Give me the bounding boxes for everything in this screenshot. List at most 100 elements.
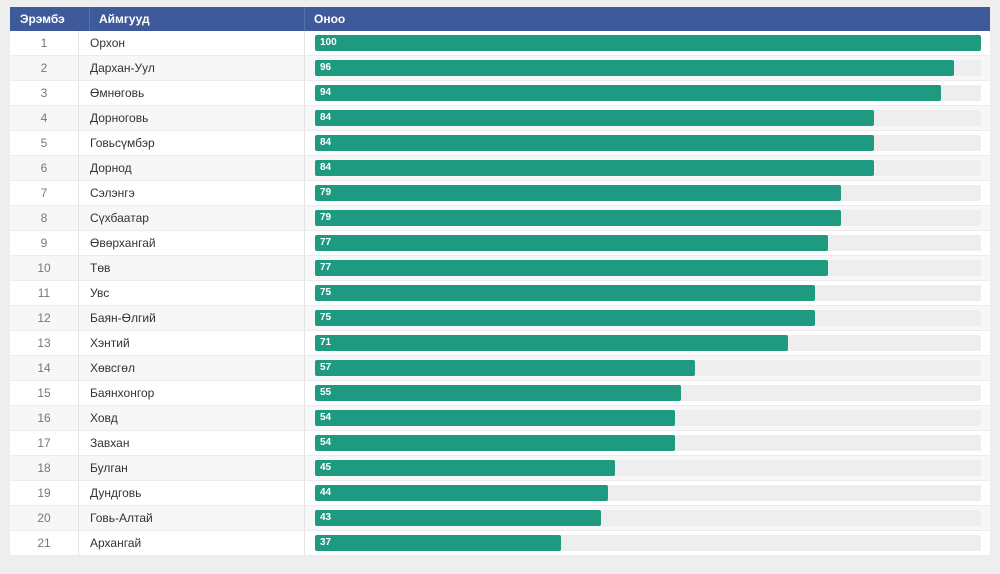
table-body: 1 Орхон 100 2 Дархан-Уул 96 3 Өмнөговь 94 4 Дорног… bbox=[10, 31, 990, 556]
score-cell: 94 bbox=[304, 81, 991, 105]
rank-cell: 5 bbox=[40, 136, 48, 150]
header-name[interactable]: Аймгууд bbox=[89, 7, 300, 31]
score-cell: 37 bbox=[304, 531, 991, 555]
score-bar-track bbox=[315, 260, 981, 276]
score-bar bbox=[315, 135, 874, 151]
score-bar-track bbox=[315, 485, 981, 501]
table-header: Эрэмбэ Аймгууд Оноо bbox=[10, 7, 990, 31]
score-bar-track bbox=[315, 110, 981, 126]
score-bar bbox=[315, 460, 615, 476]
table-row: 13 Хэнтий 71 bbox=[10, 331, 990, 356]
province-name: Говьсүмбэр bbox=[78, 131, 304, 155]
score-bar bbox=[315, 310, 815, 326]
score-value: 84 bbox=[320, 137, 332, 148]
province-name: Дорнод bbox=[78, 156, 304, 180]
province-name: Сэлэнгэ bbox=[78, 181, 304, 205]
score-value: 79 bbox=[320, 187, 332, 198]
score-cell: 100 bbox=[304, 31, 991, 55]
table-row: 19 Дундговь 44 bbox=[10, 481, 990, 506]
rank-cell: 16 bbox=[37, 411, 51, 425]
score-bar bbox=[315, 385, 681, 401]
province-name: Говь-Алтай bbox=[78, 506, 304, 530]
header-score[interactable]: Оноо bbox=[304, 7, 991, 31]
rank-cell: 8 bbox=[40, 211, 48, 225]
rank-cell: 13 bbox=[37, 336, 51, 350]
rank-cell: 7 bbox=[40, 186, 48, 200]
rank-cell: 1 bbox=[40, 36, 48, 50]
rank-cell: 21 bbox=[37, 536, 51, 550]
score-cell: 75 bbox=[304, 306, 991, 330]
table-row: 4 Дорноговь 84 bbox=[10, 106, 990, 131]
score-cell: 96 bbox=[304, 56, 991, 80]
score-cell: 43 bbox=[304, 506, 991, 530]
rank-cell: 19 bbox=[37, 486, 51, 500]
province-name: Архангай bbox=[78, 531, 304, 555]
score-bar-track bbox=[315, 335, 981, 351]
table-row: 14 Хөвсгөл 57 bbox=[10, 356, 990, 381]
score-bar bbox=[315, 185, 841, 201]
score-bar bbox=[315, 485, 608, 501]
rank-cell: 9 bbox=[40, 236, 48, 250]
score-value: 45 bbox=[320, 462, 332, 473]
header-rank[interactable]: Эрэмбэ bbox=[20, 12, 65, 26]
province-name: Өвөрхангай bbox=[78, 231, 304, 255]
score-cell: 57 bbox=[304, 356, 991, 380]
score-bar-track bbox=[315, 285, 981, 301]
province-name: Дархан-Уул bbox=[78, 56, 304, 80]
score-cell: 77 bbox=[304, 256, 991, 280]
score-bar-track bbox=[315, 510, 981, 526]
score-bar bbox=[315, 435, 675, 451]
rank-cell: 2 bbox=[40, 61, 48, 75]
score-bar bbox=[315, 360, 695, 376]
score-value: 75 bbox=[320, 287, 332, 298]
score-bar-track bbox=[315, 385, 981, 401]
province-name: Завхан bbox=[78, 431, 304, 455]
score-bar-track bbox=[315, 435, 981, 451]
score-cell: 84 bbox=[304, 106, 991, 130]
score-cell: 84 bbox=[304, 131, 991, 155]
score-bar bbox=[315, 110, 874, 126]
score-bar-track bbox=[315, 460, 981, 476]
rank-cell: 11 bbox=[37, 286, 51, 300]
rank-cell: 12 bbox=[37, 311, 51, 325]
header-name-label: Аймгууд bbox=[99, 12, 150, 26]
score-value: 44 bbox=[320, 487, 332, 498]
rank-cell: 3 bbox=[40, 86, 48, 100]
header-score-label: Оноо bbox=[314, 12, 346, 26]
score-value: 84 bbox=[320, 112, 332, 123]
score-bar bbox=[315, 335, 788, 351]
score-bar-track bbox=[315, 310, 981, 326]
rank-cell: 20 bbox=[37, 511, 51, 525]
table-row: 18 Булган 45 bbox=[10, 456, 990, 481]
table-row: 1 Орхон 100 bbox=[10, 31, 990, 56]
score-cell: 54 bbox=[304, 431, 991, 455]
score-bar-track bbox=[315, 235, 981, 251]
score-value: 71 bbox=[320, 337, 332, 348]
score-bar-track bbox=[315, 60, 981, 76]
score-bar bbox=[315, 210, 841, 226]
province-name: Дорноговь bbox=[78, 106, 304, 130]
score-bar-track bbox=[315, 535, 981, 551]
score-bar-track bbox=[315, 210, 981, 226]
score-bar bbox=[315, 410, 675, 426]
score-bar bbox=[315, 35, 981, 51]
ranking-table: Эрэмбэ Аймгууд Оноо 1 Орхон 100 2 Дархан-Уул… bbox=[10, 7, 990, 556]
score-value: 79 bbox=[320, 212, 332, 223]
rank-cell: 14 bbox=[37, 361, 51, 375]
province-name: Дундговь bbox=[78, 481, 304, 505]
score-bar-track bbox=[315, 360, 981, 376]
score-value: 57 bbox=[320, 362, 332, 373]
score-value: 100 bbox=[320, 37, 337, 48]
score-cell: 55 bbox=[304, 381, 991, 405]
rank-cell: 10 bbox=[37, 261, 51, 275]
province-name: Сүхбаатар bbox=[78, 206, 304, 230]
province-name: Булган bbox=[78, 456, 304, 480]
table-row: 17 Завхан 54 bbox=[10, 431, 990, 456]
score-bar bbox=[315, 235, 828, 251]
score-cell: 44 bbox=[304, 481, 991, 505]
province-name: Хэнтий bbox=[78, 331, 304, 355]
score-bar bbox=[315, 535, 561, 551]
province-name: Төв bbox=[78, 256, 304, 280]
table-row: 21 Архангай 37 bbox=[10, 531, 990, 556]
score-bar-track bbox=[315, 160, 981, 176]
